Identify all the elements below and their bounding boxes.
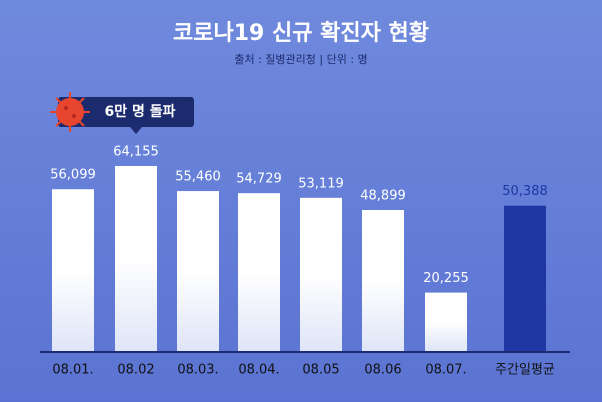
value-label: 55,460 <box>175 170 221 185</box>
x-tick-label: 주간일평균 <box>495 363 555 378</box>
x-tick-label: 08.03. <box>177 363 218 378</box>
annotation-text: 6만 명 돌파 <box>104 103 175 120</box>
bar <box>504 205 546 351</box>
annotation-pointer <box>130 127 142 134</box>
bar <box>52 189 94 351</box>
bar <box>115 166 157 351</box>
x-tick-label: 08.07. <box>425 363 466 378</box>
x-tick-label: 08.01. <box>52 363 93 378</box>
annotation: 6만 명 돌파 <box>50 92 194 134</box>
bar <box>177 191 219 351</box>
value-label: 53,119 <box>298 176 344 191</box>
chart-title: 코로나19 신규 확진자 현황 <box>173 21 429 46</box>
chart-subtitle: 출처 : 질병관리청 | 단위 : 명 <box>234 53 367 66</box>
annotation-badge <box>58 97 194 127</box>
x-tick-label: 08.06 <box>364 363 401 378</box>
value-label: 50,388 <box>502 184 548 199</box>
value-label: 56,099 <box>50 168 96 183</box>
virus-icon <box>50 92 90 132</box>
x-tick-label: 08.04. <box>238 363 279 378</box>
value-label: 64,155 <box>113 145 159 160</box>
bar <box>362 209 404 351</box>
value-label: 48,899 <box>360 188 406 203</box>
bar <box>300 197 342 351</box>
value-label: 20,255 <box>423 271 469 286</box>
x-tick-label: 08.02 <box>117 363 154 378</box>
bar <box>238 193 280 351</box>
value-label: 54,729 <box>236 172 282 187</box>
bar <box>425 292 467 351</box>
x-tick-label: 08.05 <box>302 363 339 378</box>
